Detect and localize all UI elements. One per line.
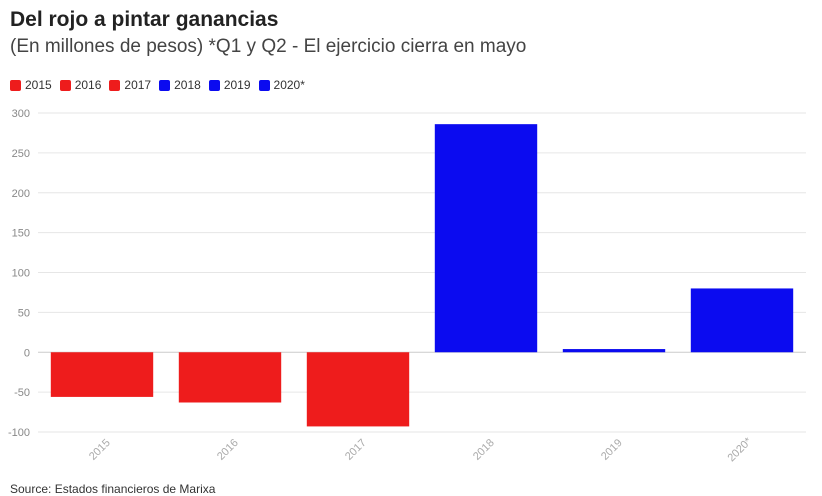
- y-tick-label: -100: [8, 427, 30, 439]
- source-note: Source: Estados financieros de Marixa: [10, 482, 216, 496]
- legend-item: 2016: [59, 78, 102, 92]
- bar: [50, 352, 154, 397]
- y-tick-label: 250: [12, 148, 30, 160]
- legend-label: 2015: [25, 78, 52, 92]
- legend-item: 2017: [109, 78, 151, 92]
- y-tick-label: 300: [12, 108, 30, 120]
- bar: [178, 352, 282, 403]
- y-tick-label: 100: [12, 268, 30, 280]
- legend-label: 2019: [223, 78, 251, 92]
- legend-swatch: [159, 79, 171, 91]
- y-tick-label: 200: [12, 188, 30, 200]
- legend-item: 2018: [159, 78, 201, 92]
- legend-swatch: [208, 79, 220, 91]
- x-tick-label: 2019: [599, 437, 625, 463]
- x-tick-label: 2015: [87, 437, 113, 463]
- x-tick-label: 2016: [215, 437, 241, 463]
- bar: [306, 352, 410, 427]
- x-tick-label: 2020*: [725, 435, 754, 464]
- legend-swatch: [59, 79, 71, 91]
- legend-item: 2019: [208, 78, 251, 92]
- chart-title: Del rojo a pintar ganancias: [10, 8, 279, 31]
- legend-swatch: [10, 79, 21, 91]
- legend-swatch: [109, 79, 121, 91]
- bar: [562, 349, 666, 353]
- legend-label: 2018: [174, 78, 201, 92]
- legend-label: 2020*: [273, 78, 305, 92]
- bar: [690, 288, 794, 353]
- x-tick-label: 2018: [471, 437, 497, 463]
- legend-item: 2015: [10, 78, 52, 92]
- y-tick-label: 0: [24, 347, 30, 359]
- legend-label: 2016: [74, 78, 102, 92]
- x-tick-label: 2017: [343, 437, 369, 463]
- y-tick-label: 150: [12, 228, 30, 240]
- bar: [434, 124, 538, 353]
- chart-subtitle: (En millones de pesos) *Q1 y Q2 - El eje…: [10, 36, 527, 57]
- legend-swatch: [258, 79, 270, 91]
- y-tick-label: -50: [14, 387, 30, 399]
- legend-item: 2020*: [258, 78, 305, 92]
- legend-label: 2017: [124, 78, 152, 92]
- y-tick-label: 50: [18, 307, 30, 319]
- legend: 2015 2016 2017 2018 2019 2020*: [10, 78, 305, 92]
